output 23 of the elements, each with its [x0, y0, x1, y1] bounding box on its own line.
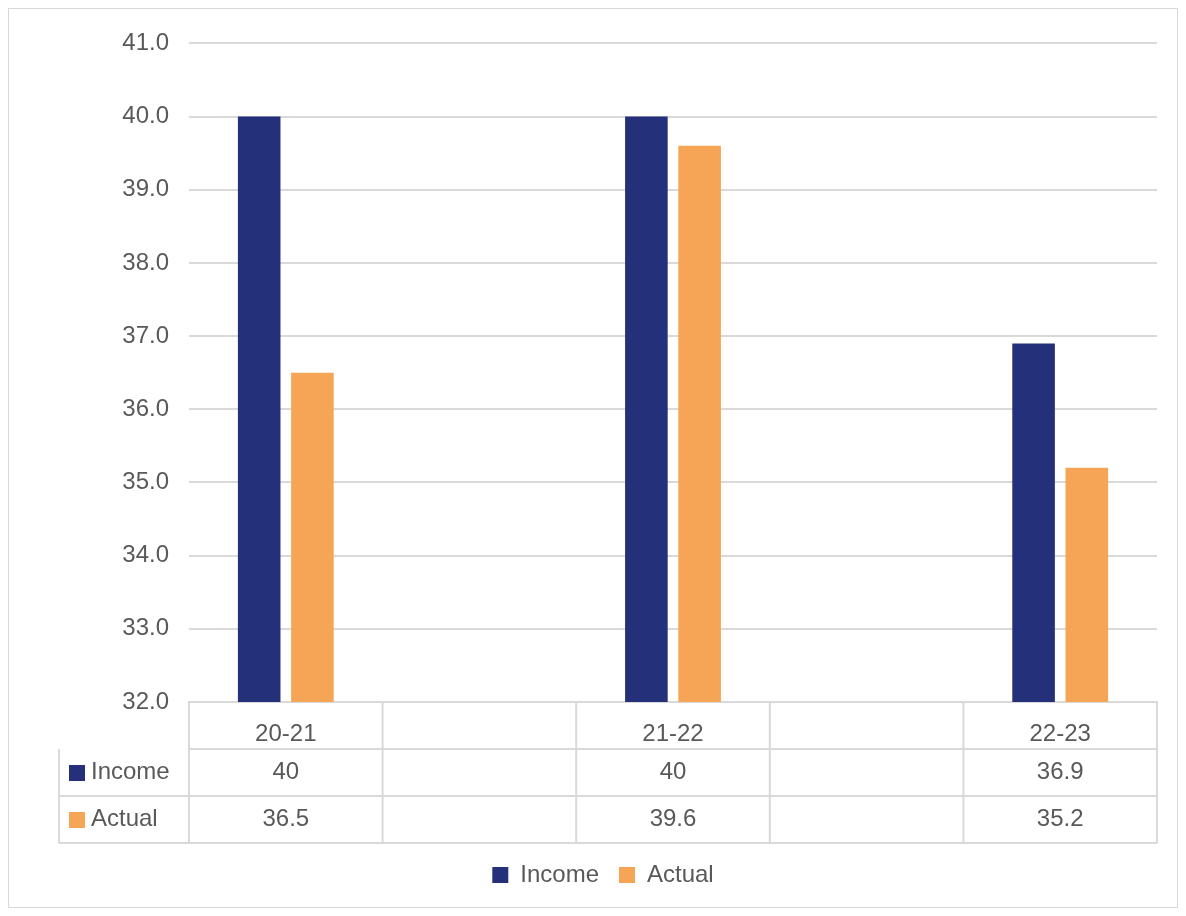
y-tick-label: 41.0: [122, 28, 169, 56]
legend-label: Income: [520, 859, 599, 887]
data-label: 36.9: [1036, 757, 1084, 785]
x-tick-label: 20-21: [255, 719, 317, 747]
y-tick-label: 38.0: [122, 247, 169, 275]
legend-label: Actual: [647, 859, 714, 887]
y-tick-label: 40.0: [122, 101, 169, 129]
y-tick-label: 34.0: [122, 540, 169, 568]
y-tick-label: 36.0: [122, 393, 169, 421]
data-label: 40: [659, 757, 687, 785]
text: Actual: [91, 804, 158, 832]
x-tick-label: 22-23: [1029, 719, 1091, 747]
y-tick-label: 33.0: [122, 613, 169, 641]
data-label: 36.5: [262, 804, 310, 832]
data-label: 40: [272, 757, 300, 785]
y-tick-label: 32.0: [122, 686, 169, 714]
y-tick-label: 39.0: [122, 174, 169, 202]
x-tick-label: 21-22: [642, 719, 704, 747]
y-tick-label: 37.0: [122, 320, 169, 348]
text: Income: [91, 757, 170, 785]
data-label: 35.2: [1036, 804, 1084, 832]
data-label: 39.6: [649, 804, 697, 832]
y-tick-label: 35.0: [122, 467, 169, 495]
